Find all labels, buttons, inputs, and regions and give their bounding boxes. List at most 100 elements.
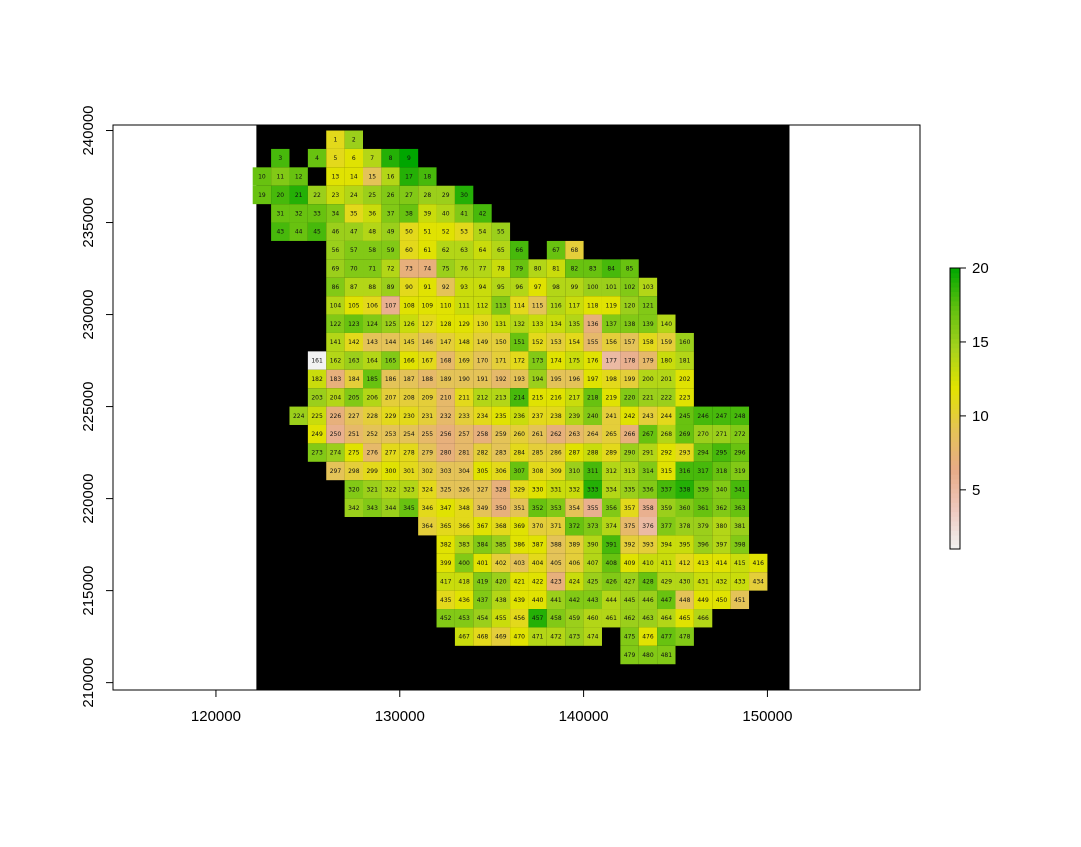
cell-label: 137 <box>605 321 617 328</box>
cell-label: 306 <box>495 468 507 475</box>
legend-color-segment <box>950 399 960 405</box>
heatmap-cell <box>620 351 639 370</box>
heatmap-cell <box>620 645 639 665</box>
cell-label: 440 <box>532 597 544 604</box>
cell-label: 305 <box>477 468 489 475</box>
cell-label: 274 <box>330 450 342 457</box>
cell-label: 135 <box>569 321 581 328</box>
cell-label: 9 <box>407 155 411 162</box>
heatmap-cell <box>363 351 382 370</box>
heatmap-cell <box>363 332 382 352</box>
heatmap-cell <box>363 461 382 481</box>
cell-label: 311 <box>587 468 599 475</box>
cell-label: 99 <box>571 284 579 291</box>
heatmap-cell <box>491 369 511 389</box>
heatmap-cell <box>252 185 272 205</box>
cell-label: 429 <box>661 578 673 585</box>
cell-label: 415 <box>734 560 746 567</box>
heatmap-cell <box>546 388 566 407</box>
heatmap-cell <box>565 590 584 610</box>
cell-label: 90 <box>405 284 413 291</box>
cell-label: 147 <box>440 339 452 346</box>
legend-color-segment <box>950 417 960 424</box>
cell-label: 91 <box>424 284 432 291</box>
cell-label: 75 <box>442 266 450 273</box>
cell-label: 69 <box>332 266 340 273</box>
cell-label: 155 <box>587 339 599 346</box>
cell-label: 22 <box>313 192 321 199</box>
cell-label: 234 <box>477 413 489 420</box>
heatmap-cell <box>528 535 547 554</box>
heatmap-cell <box>473 535 492 554</box>
cell-label: 402 <box>495 560 507 567</box>
heatmap-cell <box>473 406 492 425</box>
cell-label: 35 <box>350 210 358 217</box>
cell-label: 246 <box>697 413 709 420</box>
heatmap-cell <box>565 259 584 278</box>
cell-label: 419 <box>477 578 489 585</box>
heatmap-cell <box>454 517 474 536</box>
cell-label: 84 <box>607 266 615 273</box>
heatmap-cell <box>620 535 639 554</box>
heatmap-cell <box>491 590 511 610</box>
heatmap-cell <box>565 498 584 518</box>
legend-frame <box>949 267 961 550</box>
cell-label: 437 <box>477 597 489 604</box>
cell-label: 298 <box>348 468 360 475</box>
cell-label: 288 <box>587 450 599 457</box>
cell-label: 136 <box>587 321 599 328</box>
heatmap-cell <box>657 572 676 591</box>
cell-label: 70 <box>350 266 358 273</box>
heatmap-cell <box>620 406 639 425</box>
legend-color-segment <box>950 464 960 470</box>
cell-label: 34 <box>332 210 340 217</box>
cell-label: 378 <box>679 523 691 530</box>
heatmap-cell <box>363 222 382 241</box>
cell-label: 477 <box>661 634 673 641</box>
cell-label: 233 <box>458 413 470 420</box>
heatmap-cell <box>344 167 364 186</box>
cell-label: 19 <box>258 192 266 199</box>
cell-label: 433 <box>734 578 746 585</box>
heatmap-cell <box>601 480 621 499</box>
heatmap-cell <box>620 314 639 333</box>
heatmap-cell <box>546 259 566 278</box>
cell-label: 36 <box>368 210 376 217</box>
heatmap-cell <box>693 443 713 462</box>
cell-label: 215 <box>532 394 544 401</box>
cell-label: 45 <box>313 229 321 236</box>
heatmap-cell <box>620 553 639 573</box>
cell-label: 345 <box>403 505 415 512</box>
legend-color-segment <box>950 314 960 321</box>
cell-label: 61 <box>424 247 432 254</box>
cell-label: 284 <box>514 450 526 457</box>
heatmap-cell <box>657 388 676 407</box>
cell-label: 393 <box>642 542 654 549</box>
cell-label: 453 <box>458 615 470 622</box>
heatmap-cell <box>326 259 345 278</box>
heatmap-cell <box>528 572 547 591</box>
heatmap-cell <box>583 609 602 628</box>
cell-label: 326 <box>458 486 470 493</box>
cell-label: 149 <box>477 339 489 346</box>
cell-label: 10 <box>258 174 266 181</box>
heatmap-cell <box>344 369 364 389</box>
heatmap-cell <box>657 314 676 333</box>
legend-color-segment <box>950 305 960 311</box>
cell-label: 258 <box>477 431 489 438</box>
cell-label: 66 <box>515 247 523 254</box>
cell-label: 182 <box>311 376 323 383</box>
heatmap-cell <box>620 461 639 481</box>
cell-label: 128 <box>440 321 452 328</box>
cell-label: 407 <box>587 560 599 567</box>
heatmap-cell <box>491 296 511 315</box>
heatmap-cell <box>399 259 419 278</box>
heatmap-cell <box>657 351 676 370</box>
heatmap-cell <box>418 259 437 278</box>
cell-label: 89 <box>387 284 395 291</box>
legend-tick-label: 5 <box>972 482 980 499</box>
cell-label: 208 <box>403 394 415 401</box>
cell-label: 249 <box>311 431 323 438</box>
heatmap-cell <box>436 388 455 407</box>
